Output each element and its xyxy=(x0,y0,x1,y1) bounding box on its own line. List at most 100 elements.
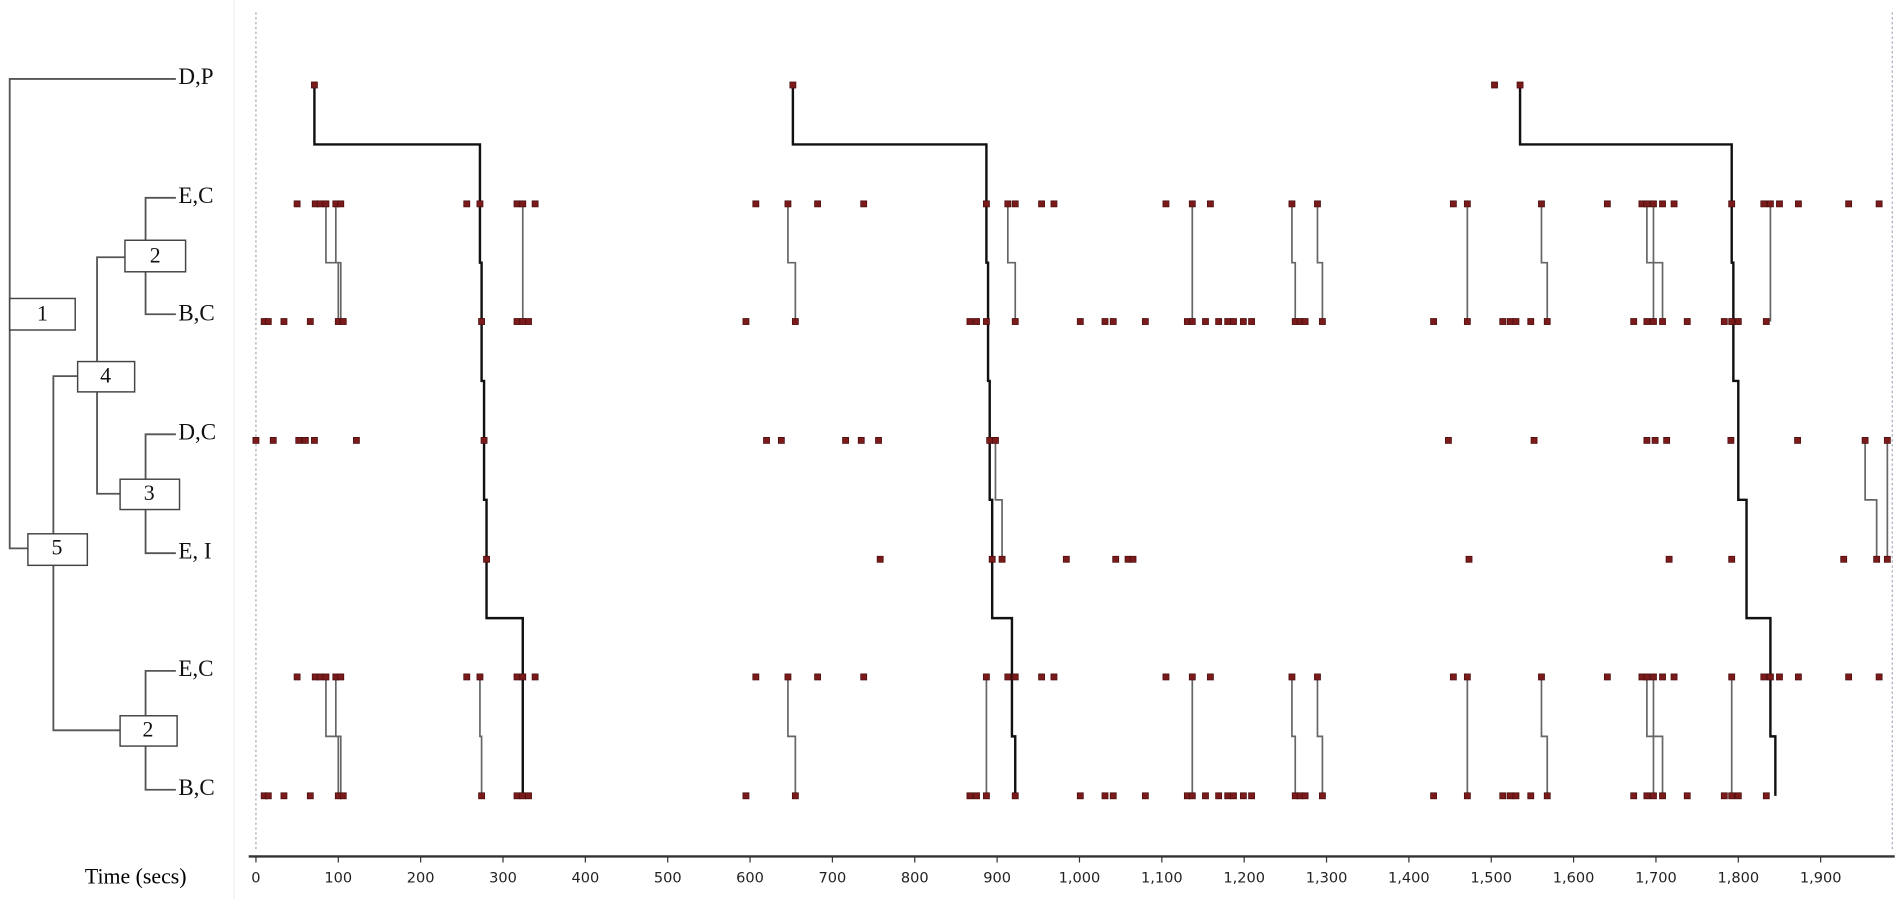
link-chain xyxy=(1291,203,1297,322)
row-label: B,C xyxy=(178,774,214,800)
event-dot xyxy=(1314,673,1321,681)
event-dot xyxy=(339,318,347,325)
event-dot xyxy=(983,673,990,681)
event-dot xyxy=(1650,200,1657,208)
event-dot xyxy=(1207,200,1214,208)
event-dot xyxy=(306,318,314,325)
event-dot xyxy=(1873,555,1881,563)
event-dot xyxy=(784,673,792,681)
event-dot xyxy=(1643,200,1651,208)
event-dot xyxy=(1491,81,1498,89)
event-dot xyxy=(1499,318,1507,325)
event-dot xyxy=(1630,318,1638,325)
event-dot xyxy=(966,318,974,325)
event-dot xyxy=(478,792,485,800)
row-label: D,P xyxy=(178,63,213,89)
event-dot xyxy=(519,200,527,208)
link-chain xyxy=(1652,676,1664,796)
x-tick-label: 1,400 xyxy=(1388,869,1430,886)
event-dot xyxy=(814,200,821,208)
link-chain xyxy=(1652,203,1664,322)
event-dot xyxy=(1720,792,1728,800)
event-dot xyxy=(1762,792,1770,800)
event-dot xyxy=(1301,792,1309,800)
event-dot xyxy=(1202,318,1209,325)
link-chain xyxy=(334,676,342,796)
event-dot xyxy=(1875,673,1883,681)
event-dot xyxy=(1734,792,1742,800)
event-dot xyxy=(519,792,527,800)
row-label: D,C xyxy=(178,419,216,445)
link-chain xyxy=(791,84,1017,796)
event-dot xyxy=(476,200,484,208)
node-label: 1 xyxy=(37,301,48,325)
event-dot xyxy=(1776,673,1783,681)
event-dot xyxy=(513,318,521,325)
x-tick-label: 1,300 xyxy=(1306,869,1348,886)
event-dot xyxy=(1301,318,1309,325)
event-dot xyxy=(1499,792,1507,800)
x-tick-label: 1,800 xyxy=(1717,869,1759,886)
event-dot xyxy=(1728,200,1736,208)
event-dot xyxy=(1659,792,1666,800)
event-dot xyxy=(1720,318,1728,325)
event-dot xyxy=(1527,792,1535,800)
event-dot xyxy=(1004,673,1012,681)
event-dot xyxy=(1795,673,1802,681)
event-dot xyxy=(1011,318,1019,325)
x-tick-label: 500 xyxy=(654,869,682,886)
event-dot xyxy=(1101,318,1109,325)
event-dot xyxy=(1430,318,1437,325)
event-dot xyxy=(1603,673,1611,681)
link-chain xyxy=(325,203,340,322)
x-tick-label: 700 xyxy=(819,869,847,886)
event-dot xyxy=(1760,200,1768,208)
event-dot xyxy=(1314,200,1321,208)
event-dot xyxy=(973,318,980,325)
event-dot xyxy=(1188,792,1196,800)
event-dot xyxy=(1760,673,1768,681)
event-dot xyxy=(1202,792,1209,800)
link-chain xyxy=(1540,203,1549,322)
event-dot xyxy=(1650,318,1657,325)
event-dot xyxy=(1011,673,1019,681)
event-dot xyxy=(777,437,785,444)
node-box xyxy=(27,533,89,567)
event-dot xyxy=(1188,673,1196,681)
event-dot xyxy=(301,437,309,444)
event-dot xyxy=(1883,437,1891,444)
row-label: E,C xyxy=(178,655,213,681)
event-dot xyxy=(1734,318,1742,325)
x-tick-label: 1,600 xyxy=(1553,869,1595,886)
x-tick-label: 1,200 xyxy=(1223,869,1265,886)
x-tick-label: 800 xyxy=(901,869,929,886)
event-dot xyxy=(1506,792,1514,800)
node-label: 3 xyxy=(144,481,155,505)
event-dot xyxy=(1038,673,1045,681)
event-dot xyxy=(311,81,318,89)
event-dot xyxy=(1449,673,1457,681)
event-dot xyxy=(1011,200,1019,208)
event-dot xyxy=(1188,200,1196,208)
event-dot xyxy=(1101,792,1109,800)
event-dot xyxy=(1516,81,1524,89)
event-dot xyxy=(1728,792,1736,800)
event-dot xyxy=(1109,792,1117,800)
x-tick-label: 300 xyxy=(489,869,517,886)
event-dot xyxy=(531,200,539,208)
event-dot xyxy=(1651,437,1659,444)
event-dot xyxy=(519,673,527,681)
event-dot xyxy=(525,792,532,800)
event-dot xyxy=(337,200,345,208)
row-label: E,C xyxy=(178,182,213,208)
link-chain xyxy=(1291,676,1297,796)
event-dot xyxy=(476,673,484,681)
link-chain xyxy=(1006,203,1017,322)
event-dot xyxy=(875,437,882,444)
event-dot xyxy=(986,437,994,444)
event-dot xyxy=(316,673,324,681)
row-label: E, I xyxy=(178,537,211,563)
event-dot xyxy=(998,555,1006,563)
event-dot xyxy=(513,200,521,208)
